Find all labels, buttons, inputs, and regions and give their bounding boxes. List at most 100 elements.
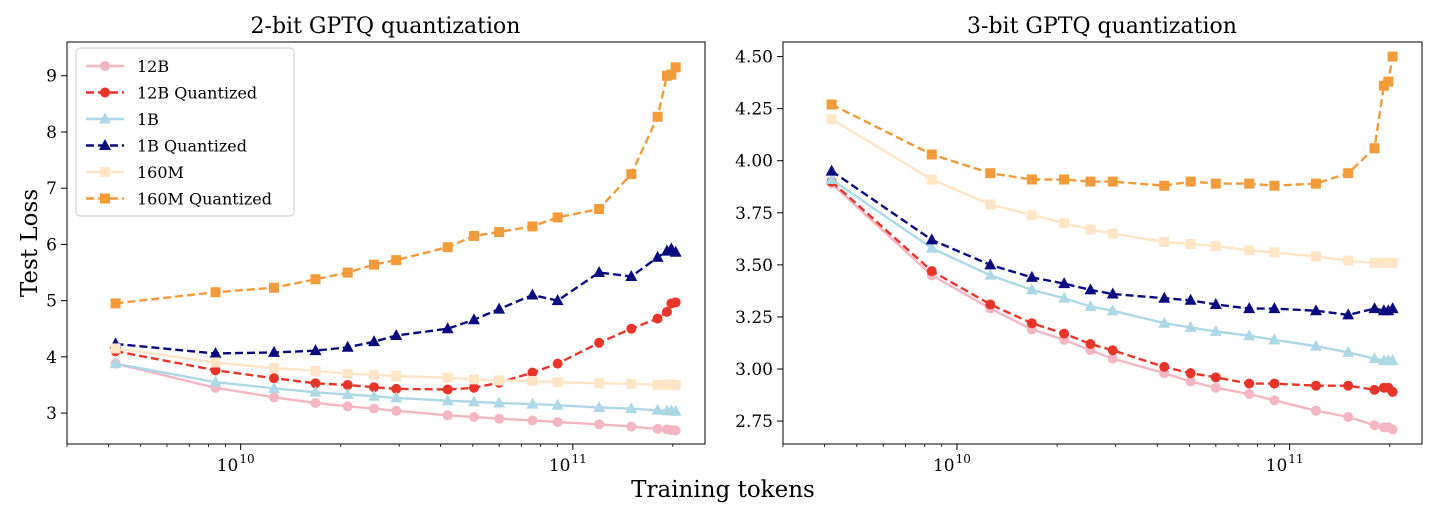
data-point [669,404,682,416]
data-point [467,313,480,325]
data-point [468,382,479,393]
x-tick-label: 1011 [1266,452,1304,476]
data-point [670,62,681,73]
data-point [310,274,321,285]
legend-item: 160M Quantized [86,190,272,209]
legend-item: 1B [86,110,159,129]
data-point [368,382,379,393]
data-point [341,388,354,400]
data-point [594,419,605,430]
series-line [115,66,677,305]
data-point [625,402,638,414]
chart-title: 3-bit GPTQ quantization [967,14,1237,39]
legend-label: 12B Quantized [137,84,257,103]
data-point [269,392,280,403]
data-point [1059,328,1070,339]
data-point [1369,384,1380,395]
legend-label: 160M [137,163,184,182]
y-tick-label: 4.50 [735,48,773,68]
data-point [593,266,606,278]
data-point [342,267,353,278]
data-point [494,375,505,386]
data-point [210,287,221,298]
data-point [626,378,637,389]
data-point [1158,291,1171,303]
data-point [391,383,402,394]
data-point [1269,247,1280,258]
legend-item: 1B Quantized [86,137,247,156]
data-point [268,345,281,357]
y-tick-label: 7 [46,179,57,199]
data-point [1085,176,1096,187]
data-point [670,425,681,436]
data-point [926,149,937,160]
data-point [1243,302,1256,314]
data-point [442,372,453,383]
data-point [670,297,681,308]
data-point [210,357,221,368]
data-point [268,381,281,393]
series-160m-quantized [110,62,681,309]
legend-item: 12B [86,57,169,76]
data-point [670,379,681,390]
series-line [830,178,1393,362]
data-point [468,374,479,385]
data-point [826,114,837,125]
data-point [1084,300,1097,312]
legend: 12B 12B Quantized 1B 1B Quantized 160M 160M Q… [75,47,295,217]
legend-marker [100,61,110,71]
data-point [1268,333,1281,345]
data-point [1343,380,1354,391]
data-point [1369,143,1380,154]
axes-frame [782,41,1423,445]
data-point [985,299,996,310]
x-minor-ticks [66,444,674,447]
legend-item: 160M [86,163,184,182]
series-12b-quantized [110,297,681,395]
data-point [441,322,454,334]
data-point [1210,178,1221,189]
data-point [1058,291,1071,303]
data-point [1387,386,1398,397]
series-1b [109,357,682,416]
legend-marker [99,139,111,150]
data-point [825,164,838,176]
data-point [493,302,506,314]
data-point [527,415,538,426]
data-point [442,242,453,253]
data-point [1387,424,1398,435]
data-point [1210,372,1221,383]
data-point [1387,257,1398,268]
data-point [1184,320,1197,332]
data-point [1369,420,1380,431]
data-point [1025,270,1038,282]
data-point [391,255,402,266]
data-point [551,294,564,306]
legend-marker [100,167,110,177]
data-point [1059,174,1070,185]
data-point [441,394,454,406]
data-point [1310,380,1321,391]
data-point [1310,251,1321,262]
data-point [341,340,354,352]
data-point [825,172,838,184]
data-point [494,413,505,424]
data-point [552,358,563,369]
x-minor-ticks [782,444,1391,447]
y-tick-label: 3.25 [735,308,773,328]
data-point [1084,283,1097,295]
legend-marker [100,193,110,204]
data-point [310,365,321,376]
series-1b [825,172,1399,366]
data-point [468,230,479,241]
data-point [1268,302,1281,314]
data-point [1185,368,1196,379]
y-tick-label: 4 [46,348,57,368]
data-point [1386,302,1399,314]
data-point [1269,395,1280,406]
data-point [442,384,453,395]
series-line [831,56,1394,187]
data-point [1342,308,1355,320]
data-point [1026,318,1037,329]
